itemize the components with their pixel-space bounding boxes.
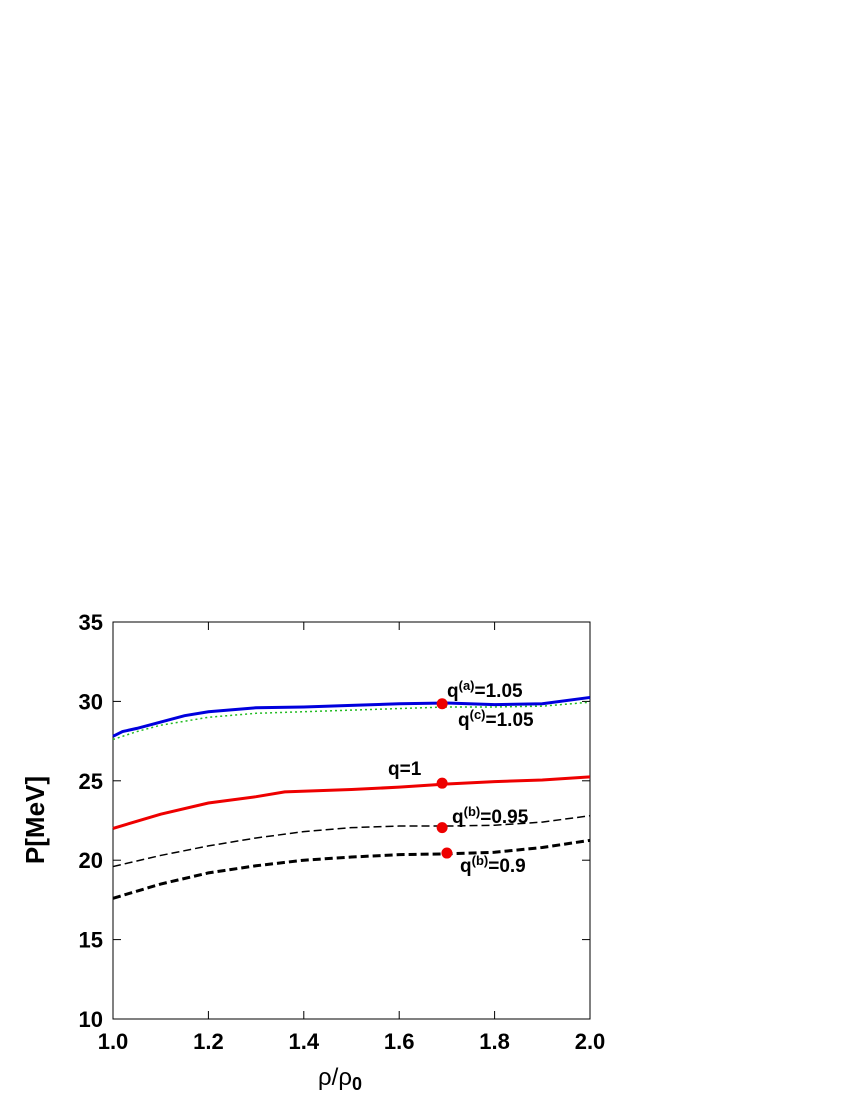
annotation-rest: =0.95 — [480, 807, 529, 828]
annotation-sup: (b) — [464, 804, 481, 819]
line-series — [112, 838, 591, 900]
annotation-base: q — [447, 681, 459, 702]
annotation-rest: =0.9 — [488, 856, 526, 877]
x-tick-label: 1.8 — [479, 1029, 510, 1054]
x-label-base: ρ/ρ — [318, 1064, 352, 1091]
line-series — [112, 695, 591, 738]
x-tick-label: 2.0 — [575, 1029, 606, 1054]
y-tick-label: 20 — [79, 848, 103, 873]
point-marker — [436, 822, 448, 834]
annotation: q(b)=0.9 — [460, 853, 526, 877]
plot-frame — [112, 621, 591, 1020]
y-tick-label: 30 — [79, 689, 103, 714]
annotation-sup: (a) — [459, 678, 475, 693]
annotation-base: q — [460, 856, 472, 877]
x-tick-label: 1.6 — [384, 1029, 415, 1054]
annotation-base: q=1 — [388, 759, 422, 780]
x-axis-label: ρ/ρ0 — [318, 1064, 362, 1094]
annotation-base: q — [458, 710, 470, 731]
x-label-sub: 0 — [352, 1074, 362, 1094]
line-series — [112, 701, 591, 741]
annotation-base: q — [452, 807, 464, 828]
annotation-rest: =1.05 — [475, 681, 524, 702]
y-tick-label: 10 — [79, 1007, 103, 1032]
point-marker — [436, 777, 448, 789]
point-marker — [441, 847, 453, 859]
y-tick-label: 35 — [79, 610, 103, 635]
annotation: q(b)=0.95 — [452, 804, 529, 828]
annotation-rest: =1.05 — [486, 710, 535, 731]
point-marker — [436, 698, 448, 710]
line-series — [112, 775, 591, 830]
annotation: q=1 — [388, 759, 422, 780]
x-tick-label: 1.4 — [289, 1029, 320, 1054]
x-tick-label: 1.0 — [98, 1029, 129, 1054]
annotation: q(a)=1.05 — [447, 678, 523, 702]
y-tick-label: 15 — [79, 928, 103, 953]
annotation: q(c)=1.05 — [458, 707, 534, 731]
y-axis-label: P[MeV] — [20, 776, 50, 864]
annotation-sup: (b) — [472, 853, 489, 868]
x-tick-label: 1.2 — [193, 1029, 224, 1054]
y-tick-label: 25 — [79, 769, 103, 794]
line-series — [112, 814, 591, 868]
annotation-sup: (c) — [470, 707, 486, 722]
